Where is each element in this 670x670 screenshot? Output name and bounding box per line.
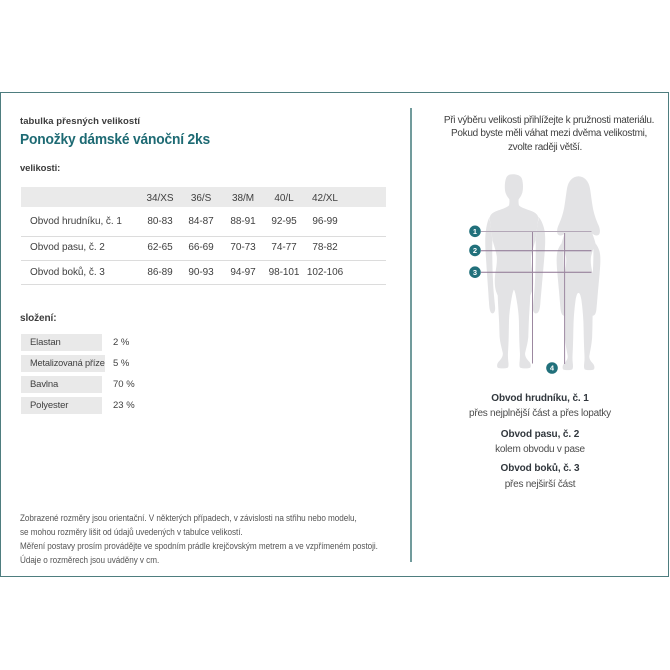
svg-text:4: 4: [550, 364, 555, 373]
svg-text:1: 1: [473, 227, 477, 236]
svg-text:2: 2: [473, 246, 477, 255]
svg-text:3: 3: [473, 268, 477, 277]
